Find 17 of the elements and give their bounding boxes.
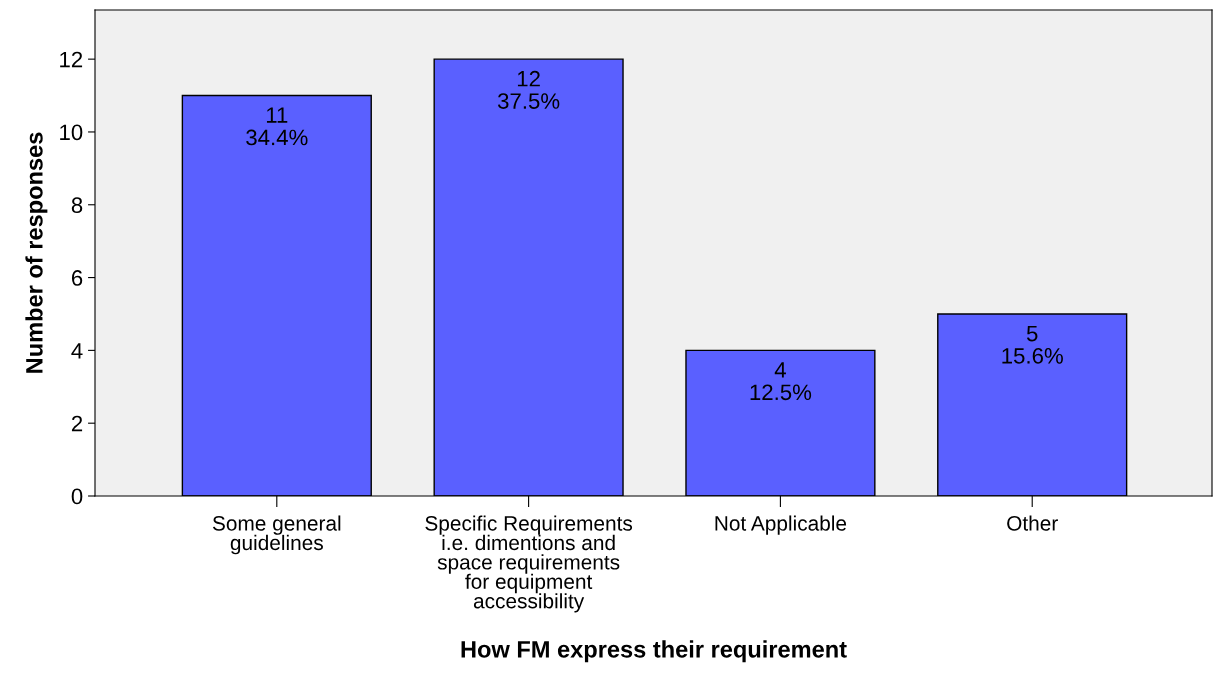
y-tick-label: 2 — [71, 415, 83, 432]
data-label: 4 12.5% — [750, 362, 812, 401]
x-tick-label: Specific Requirements i.e. dimentions and space requirements for equipment accessibility — [425, 515, 633, 613]
data-label: 12 37.5% — [497, 70, 560, 109]
x-tick-label: Other — [1007, 515, 1058, 531]
y-tick-label: 4 — [71, 343, 83, 359]
x-tick-label: Some general guidelines — [212, 515, 341, 555]
y-tick-label: 10 — [60, 124, 83, 141]
y-tick-label: 0 — [71, 488, 83, 505]
x-tick-label: Not Applicable — [715, 515, 847, 535]
data-label: 5 15.6% — [1002, 325, 1063, 364]
data-label: 11 34.4% — [246, 107, 308, 146]
y-axis-title: Number of responses — [25, 132, 48, 373]
y-tick-label: 6 — [71, 270, 83, 286]
y-tick-label: 12 — [60, 51, 83, 68]
y-tick-label: 8 — [71, 197, 83, 214]
x-axis-title: How FM express their requirement — [461, 640, 847, 663]
